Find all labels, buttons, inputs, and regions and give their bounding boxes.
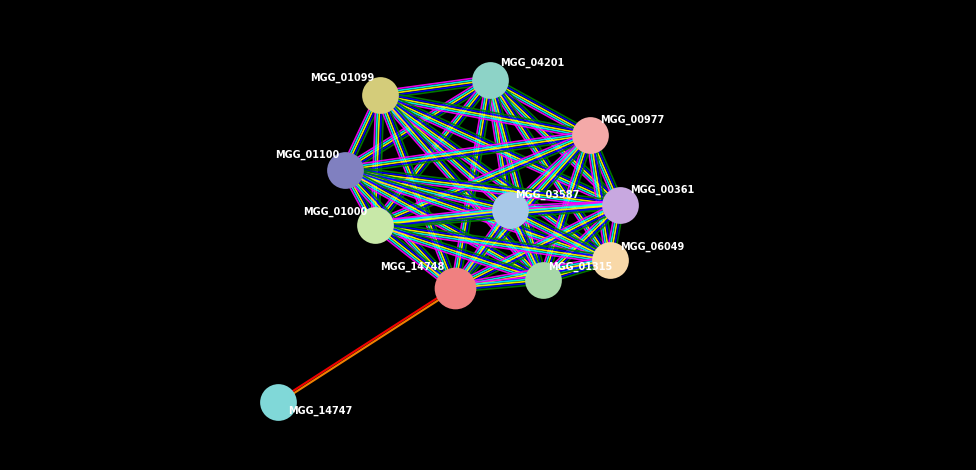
Text: MGG_01315: MGG_01315	[548, 262, 612, 272]
Text: MGG_01099: MGG_01099	[310, 73, 374, 83]
Text: MGG_01100: MGG_01100	[275, 150, 340, 160]
Point	[482, 76, 498, 84]
Text: MGG_14747: MGG_14747	[288, 406, 352, 416]
Text: MGG_01000: MGG_01000	[303, 207, 367, 217]
Point	[270, 398, 286, 406]
Text: MGG_00361: MGG_00361	[630, 185, 694, 195]
Text: MGG_03587: MGG_03587	[515, 190, 580, 200]
Point	[447, 284, 463, 292]
Point	[602, 256, 618, 264]
Point	[337, 166, 352, 174]
Point	[372, 91, 387, 99]
Point	[612, 201, 628, 209]
Text: MGG_00977: MGG_00977	[600, 115, 665, 125]
Text: MGG_04201: MGG_04201	[500, 58, 564, 68]
Point	[503, 206, 518, 214]
Point	[583, 131, 598, 139]
Text: MGG_14748: MGG_14748	[380, 262, 444, 272]
Point	[367, 221, 383, 229]
Point	[535, 276, 550, 284]
Text: MGG_06049: MGG_06049	[620, 242, 684, 252]
